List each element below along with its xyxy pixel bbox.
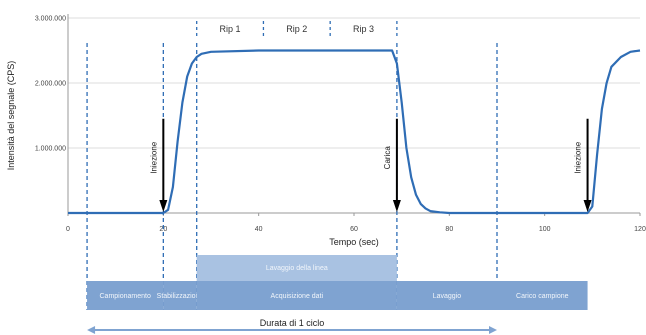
annotation-arrowhead	[159, 200, 168, 212]
annotation-label: Carica	[383, 146, 392, 170]
y-tick-label: 3.000.000	[35, 16, 66, 23]
cycle-arrowhead-right	[489, 326, 497, 334]
cycle-duration-label: Durata di 1 ciclo	[260, 318, 325, 328]
phase-label: Carico campione	[516, 293, 569, 300]
x-tick-label: 60	[350, 226, 358, 233]
x-tick-label: 100	[539, 226, 551, 233]
x-tick-label: 0	[66, 226, 70, 233]
phase-label: Campionamento	[100, 293, 151, 300]
phase-rect	[497, 281, 588, 310]
annotation-arrowhead	[392, 200, 401, 212]
y-axis-label: Intensità del segnale (CPS)	[6, 61, 16, 171]
annotation-label: Iniezione	[149, 141, 158, 174]
x-tick-label: 80	[445, 226, 453, 233]
phase-rect	[196, 281, 397, 310]
phase-label: Stabilizzazione	[157, 293, 204, 300]
phase-rect	[396, 281, 497, 310]
x-tick-label: 120	[634, 226, 646, 233]
replicate-label: Rip 1	[220, 24, 241, 34]
signal-series-line	[68, 49, 641, 215]
phase-row0-rect	[196, 255, 397, 281]
replicate-label: Rip 3	[353, 24, 374, 34]
y-tick-label: 1.000.000	[35, 146, 66, 153]
cycle-arrowhead-left	[87, 326, 96, 334]
phase-label: Acquisizione dati	[271, 293, 324, 300]
x-tick-label: 40	[255, 226, 263, 233]
phase-rect	[163, 281, 197, 310]
annotation-arrowhead	[583, 200, 592, 212]
phase-row0-label: Lavaggio della linea	[266, 265, 328, 272]
x-tick-label: 20	[159, 226, 167, 233]
phase-label: Lavaggio	[433, 293, 462, 300]
annotation-label: Iniezione	[574, 141, 583, 174]
phase-rect	[87, 281, 164, 310]
x-axis-label: Tempo (sec)	[329, 237, 379, 247]
replicate-label: Rip 2	[286, 24, 307, 34]
y-tick-label: 2.000.000	[35, 81, 66, 88]
